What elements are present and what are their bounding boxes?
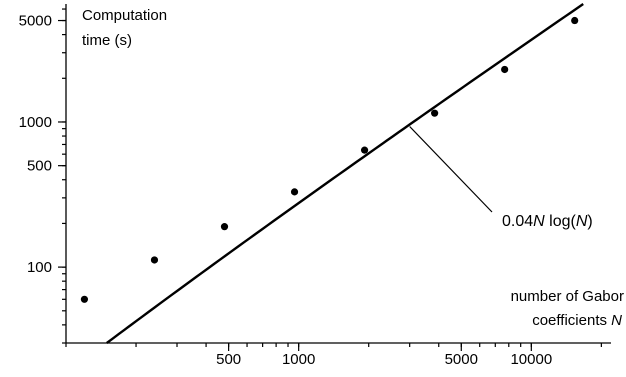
x-axis-label-prefix: coefficients <box>532 312 611 329</box>
y-tick-label: 500 <box>27 158 52 175</box>
y-tick-label: 1000 <box>19 114 52 131</box>
y-tick-label: 100 <box>27 259 52 276</box>
fit-annotation-mid: log( <box>545 213 577 230</box>
major-ticks <box>58 19 532 351</box>
data-point <box>360 146 369 154</box>
data-point <box>431 109 439 117</box>
fit-group <box>106 3 584 344</box>
fit-annotation-var2: N <box>576 213 588 230</box>
data-point <box>290 188 299 196</box>
fit-annotation-coef: 0.04 <box>502 213 533 230</box>
annotation-leader-line <box>409 126 493 213</box>
data-point <box>571 16 579 25</box>
fit-annotation-end: ) <box>587 213 592 230</box>
data-point <box>80 295 89 303</box>
y-axis-label-line1: Computation <box>82 7 167 24</box>
data-point <box>220 223 229 231</box>
fit-annotation: 0.04N log(N) <box>502 213 593 230</box>
x-axis-label-line1: number of Gabor <box>511 288 624 305</box>
x-tick-label: 10000 <box>510 351 552 368</box>
x-axis-label-line2: coefficients N <box>532 312 622 329</box>
x-tick-label: 5000 <box>445 351 478 368</box>
data-points <box>80 16 579 303</box>
x-tick-label: 500 <box>216 351 241 368</box>
data-point <box>501 65 509 74</box>
x-tick-label: 1000 <box>282 351 315 368</box>
x-axis-label-variable: N <box>611 312 622 329</box>
y-axis-label-line2: time (s) <box>82 32 132 49</box>
tick-labels: 500 1000 5000 10000 100 500 1000 5000 <box>19 13 553 368</box>
fit-annotation-var1: N <box>533 213 545 230</box>
y-tick-label: 5000 <box>19 13 52 30</box>
data-point <box>150 256 159 264</box>
fit-line <box>106 3 584 344</box>
